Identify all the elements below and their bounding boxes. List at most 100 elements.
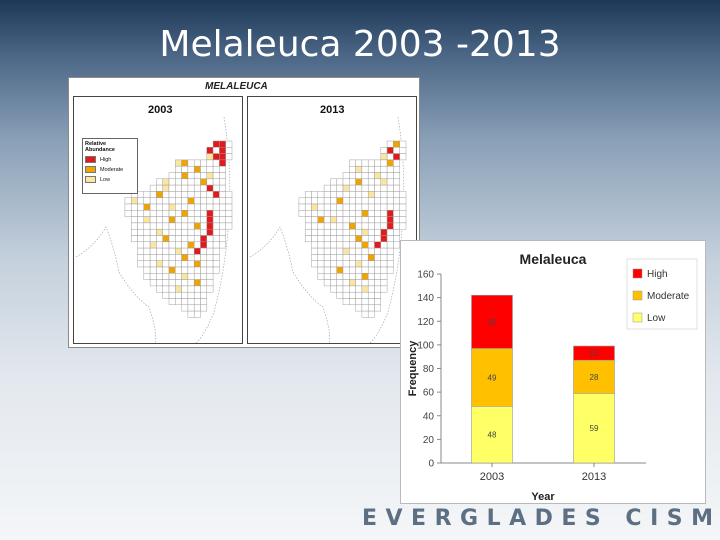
- map-cell: [212, 159, 220, 167]
- map-cell: [156, 241, 163, 249]
- legend-swatch-high: [85, 156, 96, 163]
- map-cell: [349, 266, 356, 274]
- map-cell: [206, 159, 214, 167]
- map-cell: [187, 254, 195, 261]
- map-cell: [393, 241, 400, 249]
- map-cell: [349, 298, 356, 306]
- map-cell: [304, 210, 312, 217]
- map-cell: [355, 285, 363, 293]
- map-cell: [206, 260, 214, 268]
- map-cell: [175, 235, 182, 243]
- map-cell: [181, 197, 189, 205]
- map-cell: [386, 159, 394, 167]
- map-cell: [212, 191, 220, 198]
- map-cell: [374, 266, 382, 274]
- map-cell: [386, 184, 394, 192]
- map-cell: [386, 266, 394, 274]
- map-cell: [361, 203, 369, 211]
- map-cell: [317, 260, 325, 268]
- map-cell: [175, 191, 182, 198]
- map-cell: [317, 254, 325, 261]
- map-cell: [361, 291, 369, 299]
- map-cell: [175, 279, 182, 287]
- map-cell: [323, 235, 331, 243]
- map-cell: [349, 291, 356, 299]
- map-cell: [355, 273, 363, 280]
- data-label: 12: [590, 349, 599, 358]
- map-cell: [212, 172, 220, 180]
- map-cell: [342, 291, 350, 299]
- map-cell: [367, 291, 375, 299]
- map-cell: [149, 203, 157, 211]
- map-cell: [206, 273, 214, 280]
- map-cell: [330, 184, 337, 192]
- map-cell: [175, 203, 182, 211]
- map-cell: [175, 159, 182, 167]
- map-cell: [386, 222, 394, 230]
- map-cell: [386, 191, 394, 198]
- map-cell: [193, 241, 201, 249]
- legend-label-high: High: [100, 156, 112, 163]
- bar-segment-low-2013: [573, 393, 615, 464]
- map-cell: [342, 273, 350, 280]
- map-cell: [168, 254, 176, 261]
- map-cell: [311, 228, 319, 236]
- map-cell: [137, 191, 145, 198]
- map-cell: [323, 247, 331, 255]
- chart-title: Melaleuca: [520, 251, 587, 267]
- map-cell: [342, 210, 350, 217]
- map-cell: [162, 197, 170, 205]
- chart-legend-label-moderate: Moderate: [647, 291, 690, 302]
- map-cell: [175, 254, 182, 261]
- map-cell: [175, 165, 182, 173]
- legend-title-line1: Relative: [85, 141, 107, 147]
- map-cell: [162, 203, 170, 211]
- y-tick-label: 140: [417, 293, 434, 304]
- map-cell: [361, 273, 369, 280]
- map-cell: [380, 228, 388, 236]
- map-cell: [219, 191, 226, 198]
- chart-legend-label-high: High: [647, 269, 668, 280]
- map-cell: [162, 254, 170, 261]
- map-cell: [187, 260, 195, 268]
- map-cell: [200, 178, 208, 186]
- map-cell: [367, 285, 375, 293]
- map-cell: [187, 235, 195, 243]
- map-cell: [206, 203, 214, 211]
- legend-item-low: Low: [85, 176, 135, 183]
- map-cell: [137, 216, 145, 224]
- map-cell: [311, 191, 319, 198]
- map-cell: [181, 254, 189, 261]
- map-cell: [193, 298, 201, 306]
- map-cell: [181, 285, 189, 293]
- map-cell: [393, 222, 400, 230]
- map-cell: [311, 197, 319, 205]
- map-cell: [156, 191, 163, 198]
- map-grid-2013: [249, 116, 407, 343]
- map-cell: [361, 184, 369, 192]
- map-cell: [193, 184, 201, 192]
- bar-segment-moderate-2003: [471, 348, 513, 407]
- map-cell: [393, 191, 400, 198]
- map-cell: [386, 247, 394, 255]
- x-tick-label: 2003: [480, 471, 504, 483]
- map-cell: [193, 216, 201, 224]
- map-cell: [143, 222, 151, 230]
- map-cell: [393, 178, 400, 186]
- legend-label-moderate: Moderate: [100, 166, 124, 173]
- map-cell: [124, 210, 132, 217]
- map-cell: [349, 184, 356, 192]
- map-figure: MELALEUCA 2003 Relative Abundance High M…: [68, 77, 420, 348]
- map-cell: [304, 228, 312, 236]
- map-cell: [330, 178, 337, 186]
- map-cell: [399, 197, 407, 205]
- map-cell: [181, 266, 189, 274]
- map-cell: [323, 210, 331, 217]
- map-cell: [298, 210, 306, 217]
- map-cell: [336, 254, 344, 261]
- map-cell: [162, 210, 170, 217]
- data-label: 45: [488, 318, 497, 327]
- map-cell: [193, 266, 201, 274]
- map-cell: [355, 172, 363, 180]
- map-cell: [393, 165, 400, 173]
